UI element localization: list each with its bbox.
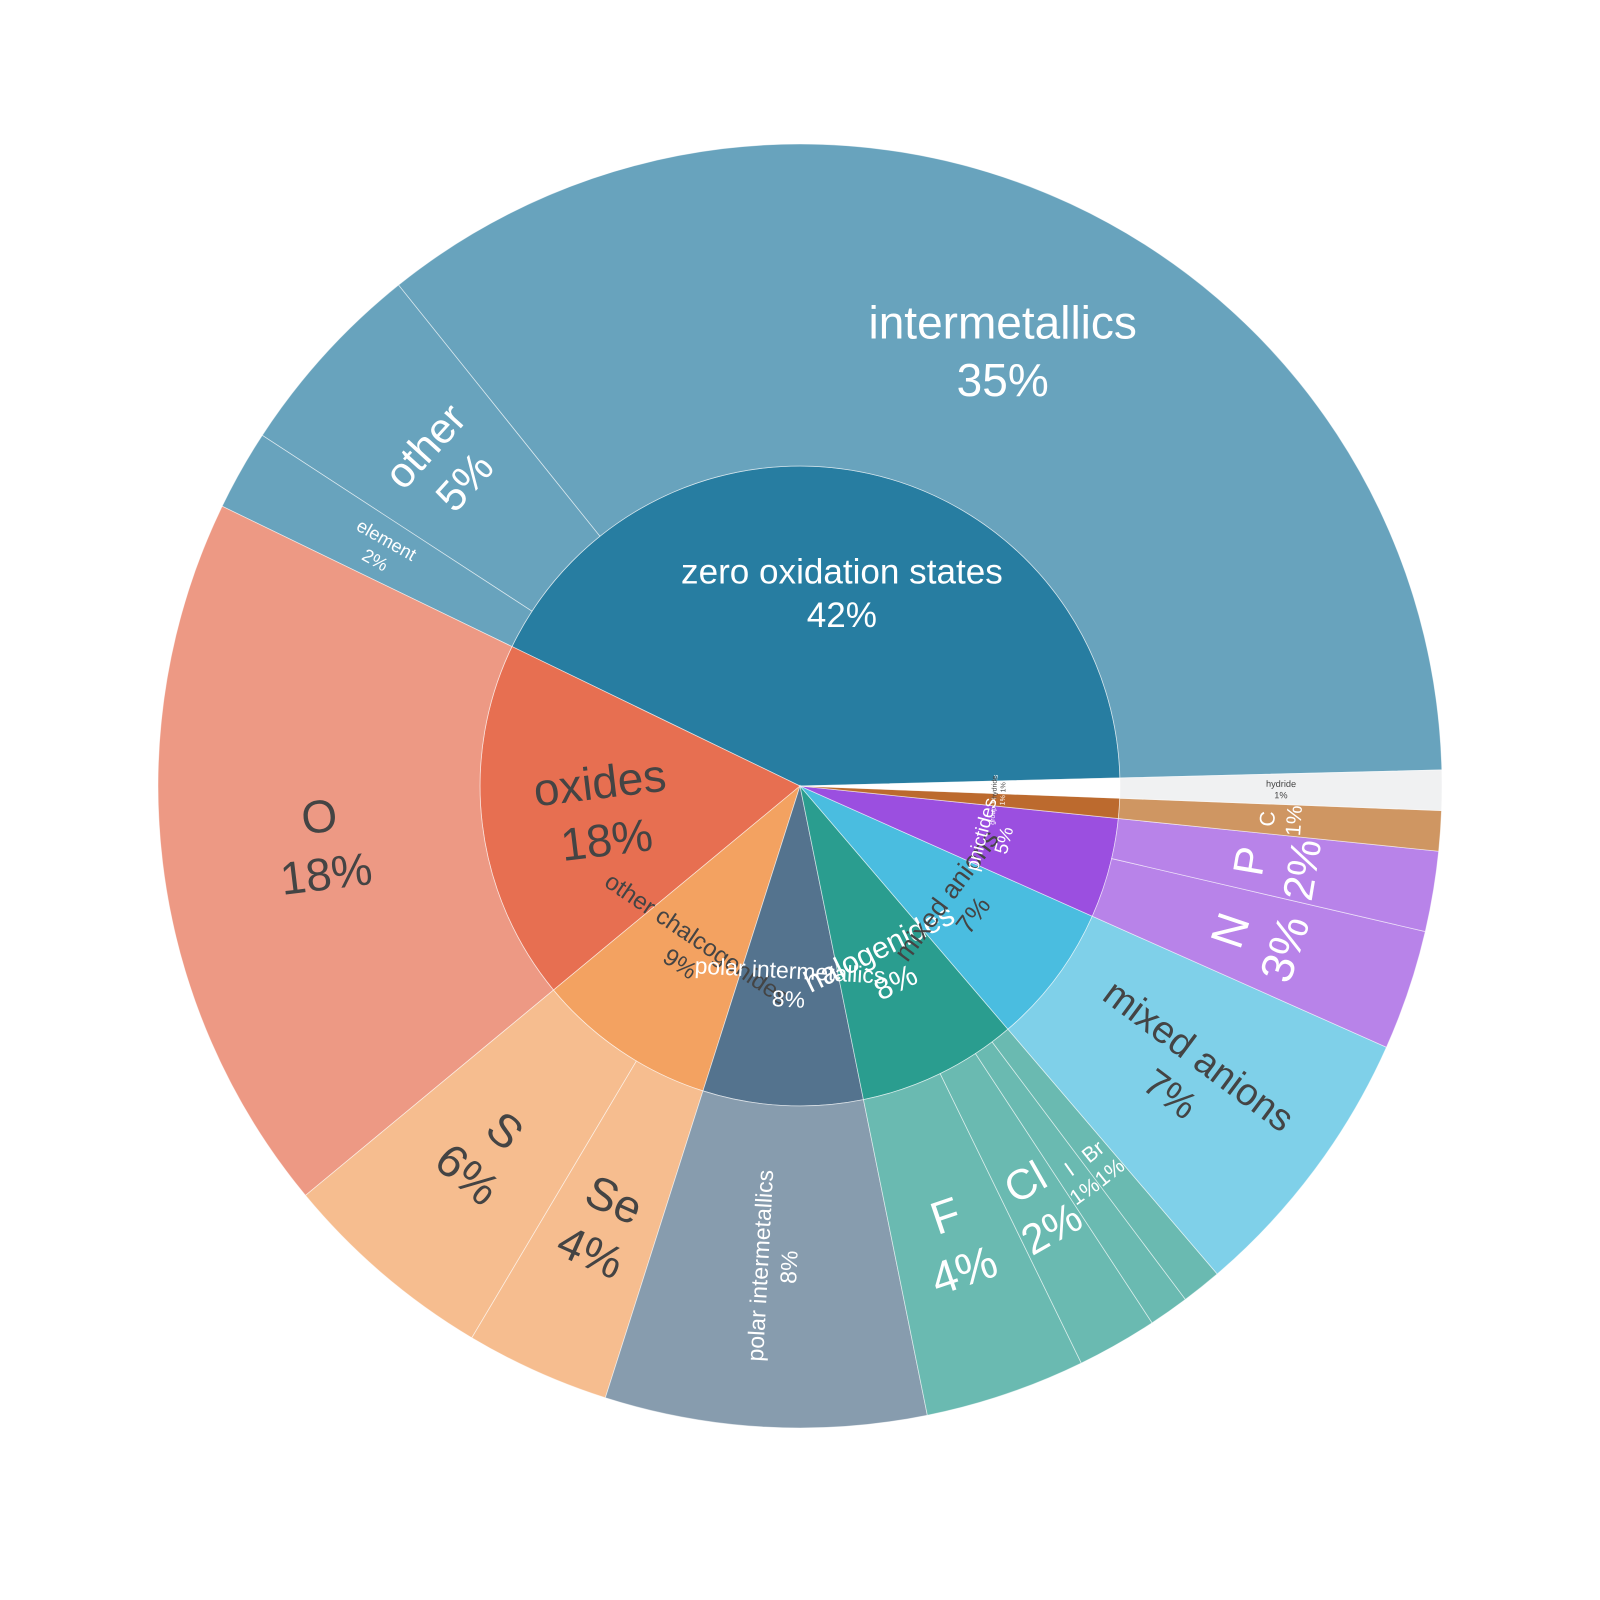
outer-ring — [157, 143, 1443, 1429]
slice-group-14-anions-name: group 14 anions — [989, 774, 1000, 825]
slice-oxides-o-label: O18% — [270, 785, 375, 905]
slice-polar-intermetallics-polar-intermetallics-value: 8% — [775, 1250, 803, 1285]
slice-zero-oxidation-states-label: zero oxidation states 42% — [681, 552, 1003, 635]
slice-oxides-o-name: O — [298, 788, 340, 844]
slice-hydride-hydride[interactable] — [1119, 769, 1443, 812]
slice-hydride-hydride-value: 1% — [1274, 790, 1287, 800]
slice-pnictides-p-label: P2% — [1222, 827, 1331, 904]
slice-oxides-o[interactable] — [157, 505, 555, 1196]
slice-polar-intermetallics-polar-intermetallics[interactable] — [604, 1090, 928, 1429]
slice-hydride-value: 1% — [1000, 782, 1007, 792]
slice-polar-intermetallics-value: 8% — [771, 985, 805, 1013]
slice-group-14-anions-value: 1% — [1000, 795, 1008, 806]
slice-hydride-hydride-label: hydride 1% — [1266, 779, 1296, 801]
slice-group-14-anions-c-name: C — [1255, 810, 1280, 827]
slice-zero-oxidation-states-intermetallics-name: intermetallics — [868, 296, 1136, 348]
slice-zero-oxidation-states-value: 42% — [807, 596, 877, 635]
slice-group-14-anions-c-value: 1% — [1281, 804, 1307, 836]
slice-pnictides-p-value: 2% — [1275, 836, 1331, 904]
slice-oxides-value: 18% — [558, 808, 656, 871]
slice-hydride-name: hydride — [992, 776, 999, 799]
inner-ring — [479, 465, 1121, 1107]
slice-zero-oxidation-states-name: zero oxidation states — [681, 552, 1003, 591]
slice-hydride-label: hydride 1% — [992, 776, 1008, 799]
slice-group-14-anions-c-label: C1% — [1254, 803, 1307, 837]
slice-hydride-hydride-name: hydride — [1266, 779, 1296, 789]
slice-zero-oxidation-states-intermetallics-value: 35% — [957, 354, 1049, 406]
slice-zero-oxidation-states-intermetallics-label: intermetallics 35% — [868, 296, 1136, 406]
slice-zero-oxidation-states-intermetallics[interactable] — [397, 143, 1443, 779]
slice-group-14-anions-label: group 14 anions1% — [989, 774, 1008, 826]
slice-oxides-o-value: 18% — [277, 842, 375, 905]
